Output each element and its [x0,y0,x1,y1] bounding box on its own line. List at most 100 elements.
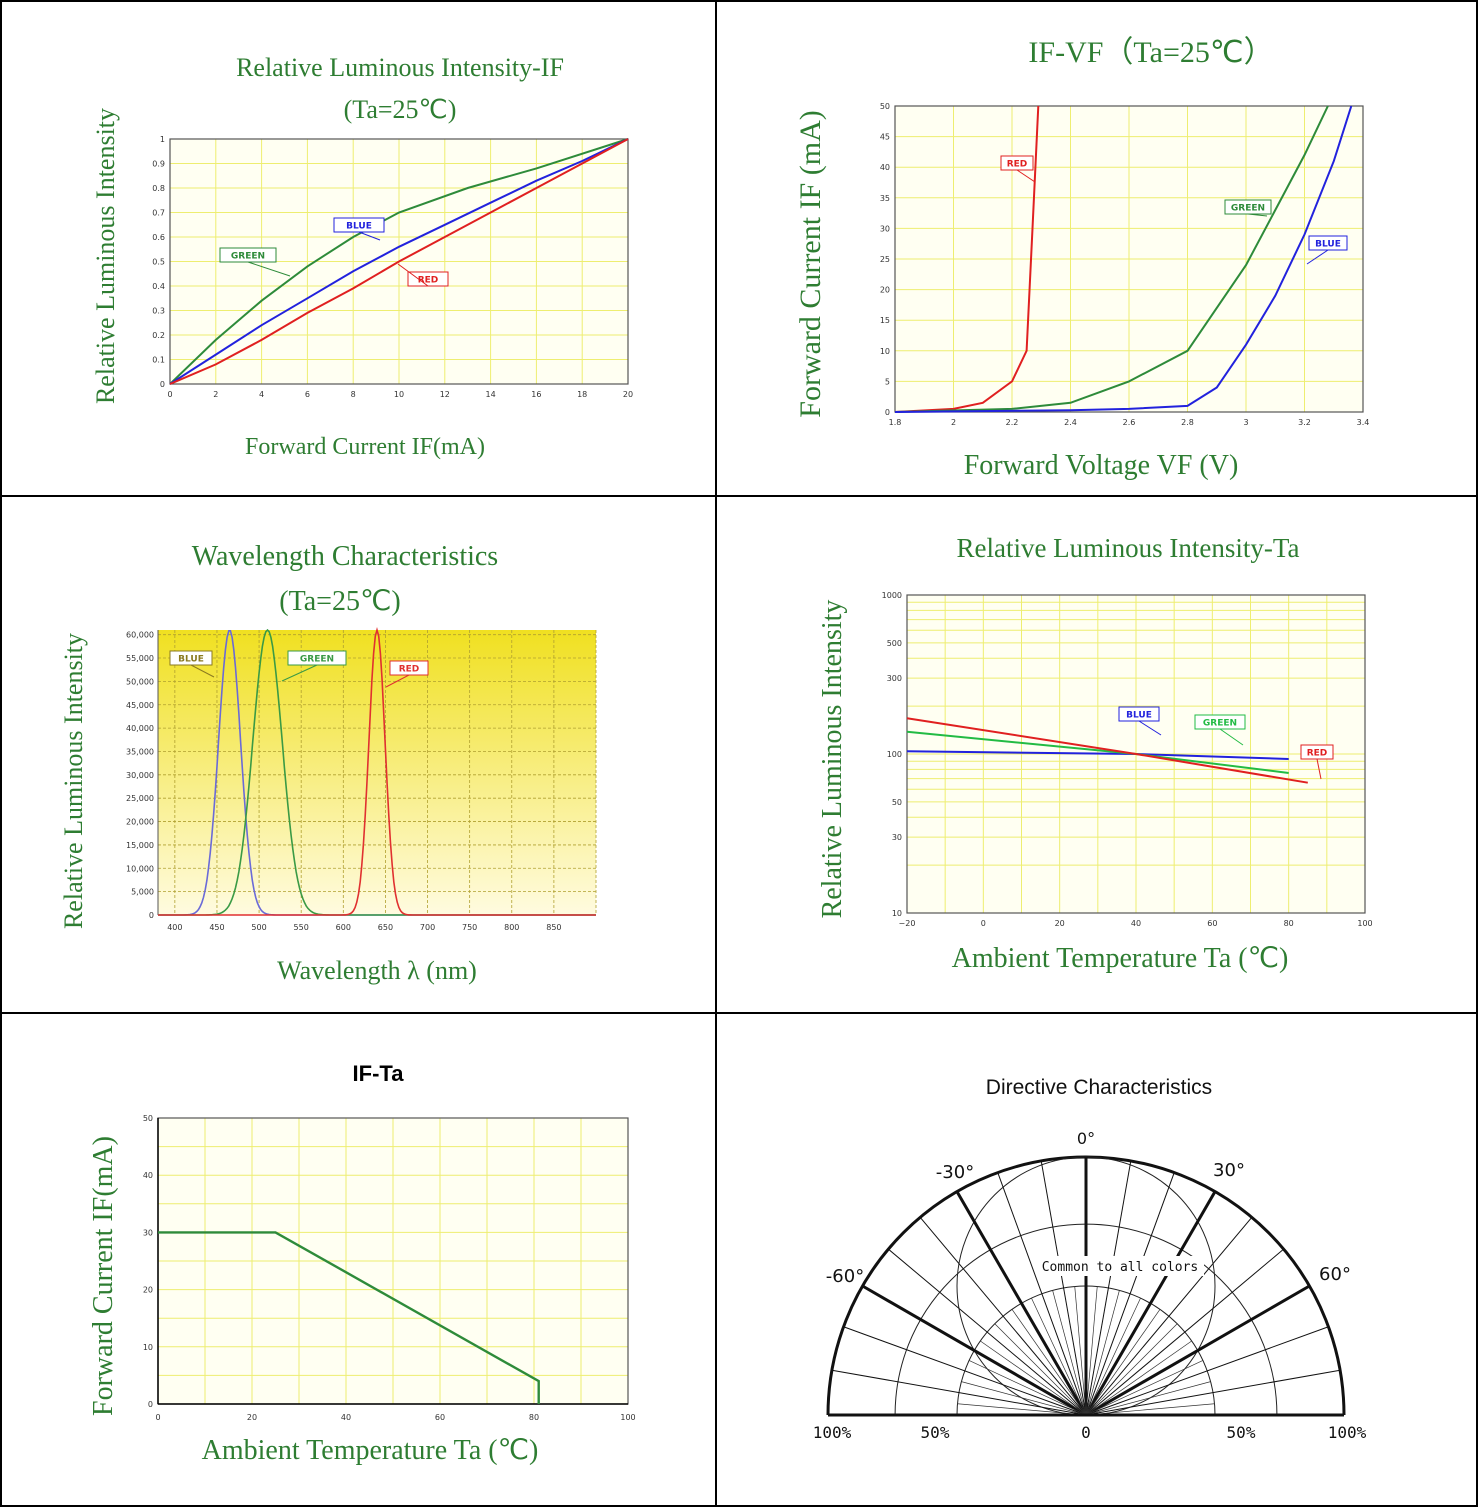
series-flag-pointer [247,261,291,277]
y-tick-label: 5 [885,377,890,386]
x-tick-label: 14 [486,390,496,399]
y-tick-label: 25,000 [126,794,154,803]
y-tick-label: 15 [880,316,890,325]
y-tick-label: 20,000 [126,818,154,827]
plot-frame [906,594,1366,914]
y-tick-label: 0.2 [152,331,165,340]
y-tick-label: 40,000 [126,724,154,733]
series-flag-pointer [281,664,318,682]
radial-label: 100% [813,1423,852,1442]
series-line-blue [169,138,629,385]
polar-inner-spoke [1085,1340,1192,1416]
chart-if-vf: IF-VF（Ta=25℃） 1.8 2 2.2 2.4 2.6 2.8 3 3.2 3.4 0 5 10… [794,36,1370,481]
x-tick-label: 18 [577,390,587,399]
series-line-red [169,138,629,385]
x-tick-label: 2.4 [1064,418,1077,427]
chart-directive: Directive Characteristics Common to all c… [813,1076,1367,1442]
chart-title: Relative Luminous Intensity-IF [236,53,564,82]
y-tick-label: 0.6 [152,233,165,242]
y-tick-label: 0 [160,380,165,389]
polar-inner-spoke [1085,1381,1211,1416]
chart-relative-intensity-ta: Relative Luminous Intensity-Ta −20 0 20 40 60… [817,533,1373,974]
polar-radial-line [997,1172,1087,1416]
x-tick-label: 3.4 [1357,418,1370,427]
radial-label: 0 [1081,1423,1091,1442]
x-tick-label: 10 [394,390,404,399]
y-tick-label: 0.9 [152,160,165,169]
polar-inner-spoke [980,1340,1087,1416]
polar-inner-spoke [1085,1290,1120,1416]
series-label: RED [399,665,420,675]
polar-inner-spoke [961,1381,1087,1416]
x-tick-label: 8 [351,390,356,399]
y-tick-label: 50 [892,798,902,807]
y-tick-label: 50 [143,1114,153,1123]
y-tick-label: 60,000 [126,631,154,640]
polar-radial-line [843,1326,1087,1416]
x-tick-label: 80 [1284,919,1294,928]
x-axis-label: Forward Voltage VF (V) [964,450,1239,481]
plot-frame [894,105,1364,413]
polar-inner-spoke [957,1403,1087,1416]
y-axis-label: Forward Current IF(mA) [88,1136,119,1416]
x-tick-label: 12 [440,390,450,399]
x-tick-label: 3 [1243,418,1248,427]
y-tick-label: 30 [880,224,890,233]
x-tick-label: 650 [378,923,393,932]
x-tick-label: 850 [546,923,561,932]
x-tick-label: 4 [259,390,264,399]
x-tick-label: 3.2 [1298,418,1311,427]
y-tick-label: 0 [149,911,154,920]
y-tick-label: 1 [160,135,165,144]
series-label: RED [1007,160,1028,170]
series-line-red [906,717,1308,784]
series-flag-pointer [1219,728,1244,746]
x-tick-label: 20 [623,390,633,399]
x-tick-label: 450 [209,923,224,932]
x-axis-label: Ambient Temperature Ta (℃) [952,943,1289,974]
y-tick-label: 20 [880,286,890,295]
x-tick-label: −20 [899,919,916,928]
series-label: BLUE [346,222,372,232]
y-tick-label: 25 [880,255,890,264]
chart-title: IF-VF（Ta=25℃） [1028,36,1273,69]
series-label: BLUE [1315,240,1341,250]
chart-subtitle: (Ta=25℃) [279,586,400,617]
polar-radial-line [955,1190,1088,1416]
chart-wavelength: Wavelength Characteristics (Ta=25℃) 400 450… [59,541,597,985]
y-tick-label: 0.5 [152,258,165,267]
x-tick-label: 750 [462,923,477,932]
polar-radial-line [1085,1172,1175,1416]
y-tick-label: 15,000 [126,841,154,850]
series-line-green [894,105,1329,413]
y-tick-label: 0 [148,1400,153,1409]
y-tick-label: 50,000 [126,677,154,686]
angle-label: 60° [1319,1264,1351,1285]
polar-radial-line [1085,1160,1132,1416]
series-flag-pointer [1306,249,1329,265]
x-axis-label: Forward Current IF(mA) [245,434,485,460]
x-tick-label: 1.8 [889,418,902,427]
chart-subtitle: (Ta=25℃) [344,95,457,124]
x-tick-label: 16 [531,390,541,399]
y-tick-label: 55,000 [126,654,154,663]
x-tick-label: 0 [155,1413,160,1422]
x-tick-label: 500 [251,923,266,932]
radial-label: 50% [1227,1423,1256,1442]
series-label: GREEN [231,252,265,262]
y-tick-label: 40 [880,163,890,172]
series-label: RED [1307,749,1328,759]
y-tick-label: 30 [143,1228,153,1237]
plot-area [158,630,596,915]
polar-inner-spoke [1085,1297,1141,1416]
y-axis-label: Forward Current IF (mA) [794,110,827,417]
series-line-main [158,1231,540,1404]
polar-radial-line [1085,1217,1253,1416]
polar-inner-spoke [1085,1323,1178,1416]
polar-radial-line [888,1248,1087,1416]
series-flag-pointer [385,674,410,688]
series-line-red [894,105,1040,413]
x-tick-label: 550 [294,923,309,932]
y-tick-label: 300 [887,674,902,683]
polar-radial-line [861,1284,1087,1417]
